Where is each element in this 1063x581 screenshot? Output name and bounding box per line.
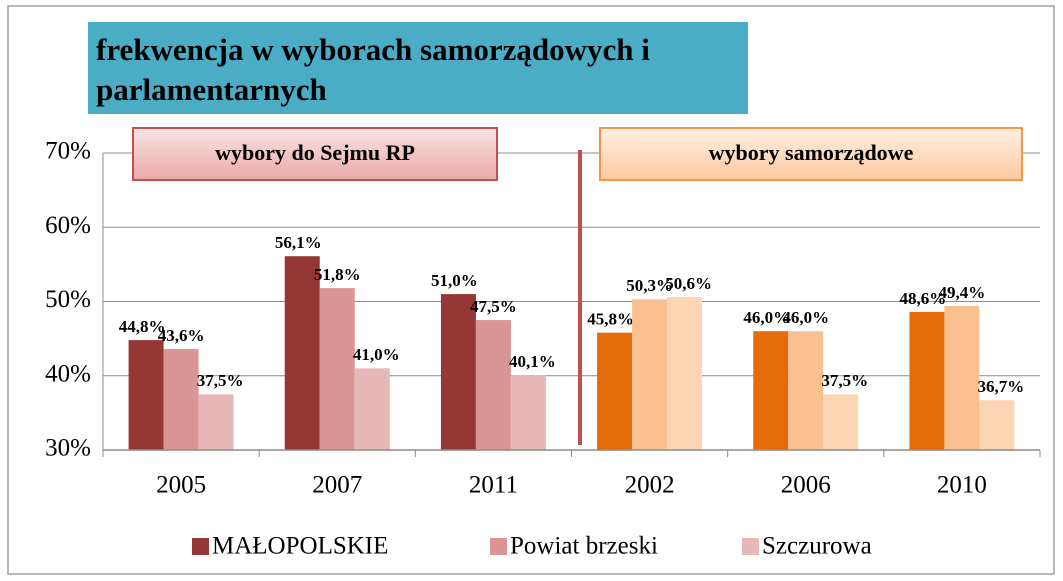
bar [597, 332, 633, 450]
bar [440, 294, 476, 450]
bar [979, 400, 1015, 450]
x-tick-label: 2011 [469, 472, 518, 499]
bar [163, 349, 199, 450]
bar [284, 256, 320, 450]
bar [354, 368, 390, 450]
data-label: 40,1% [509, 352, 556, 371]
data-label: 51,0% [431, 271, 478, 290]
chart-title: frekwencja w wyborach samorządowych i pa… [88, 22, 748, 114]
bar [128, 340, 164, 450]
data-label: 50,6% [665, 274, 712, 293]
data-label: 37,5% [197, 371, 244, 390]
data-label: 46,0% [782, 308, 829, 327]
data-label: 43,6% [158, 326, 205, 345]
bar [944, 305, 980, 450]
y-tick-label: 30% [45, 435, 91, 462]
legend-swatch [192, 538, 209, 555]
data-label: 51,8% [314, 265, 361, 284]
legend-label: Szczurowa [762, 533, 872, 560]
legend-swatch [742, 538, 759, 555]
bar [475, 320, 511, 450]
data-label: 36,7% [978, 377, 1025, 396]
bar [667, 297, 703, 450]
bar [632, 299, 668, 450]
data-label: 49,4% [939, 283, 986, 302]
bar [319, 288, 355, 450]
bar [909, 311, 945, 450]
x-tick-label: 2006 [781, 472, 831, 499]
annotation: wybory samorządowe [709, 140, 914, 165]
data-label: 41,0% [353, 345, 400, 364]
bar [788, 331, 824, 450]
legend-label: MAŁOPOLSKIE [212, 533, 388, 560]
annotation-box [132, 127, 498, 181]
legend-label: Powiat brzeski [510, 533, 658, 560]
y-tick-label: 60% [45, 212, 91, 239]
bar [198, 394, 234, 450]
data-label: 56,1% [275, 233, 322, 252]
bar [823, 394, 859, 450]
x-tick-label: 2010 [937, 472, 987, 499]
data-label: 44,8% [119, 317, 166, 336]
annotation-box [599, 127, 1023, 181]
bar [753, 331, 789, 450]
data-label: 37,5% [821, 371, 868, 390]
y-tick-label: 40% [45, 360, 91, 387]
data-label: 46,0% [743, 308, 790, 327]
y-tick-label: 70% [45, 138, 91, 165]
data-label: 48,6% [900, 289, 947, 308]
y-tick-label: 50% [45, 286, 91, 313]
data-label: 45,8% [587, 310, 634, 329]
legend-swatch [490, 538, 507, 555]
bar [510, 375, 546, 450]
x-tick-label: 2005 [156, 472, 206, 499]
data-label: 47,5% [470, 297, 517, 316]
annotation: wybory do Sejmu RP [215, 140, 415, 165]
x-tick-label: 2002 [625, 472, 675, 499]
data-label: 50,3% [626, 276, 673, 295]
x-tick-label: 2007 [312, 472, 362, 499]
